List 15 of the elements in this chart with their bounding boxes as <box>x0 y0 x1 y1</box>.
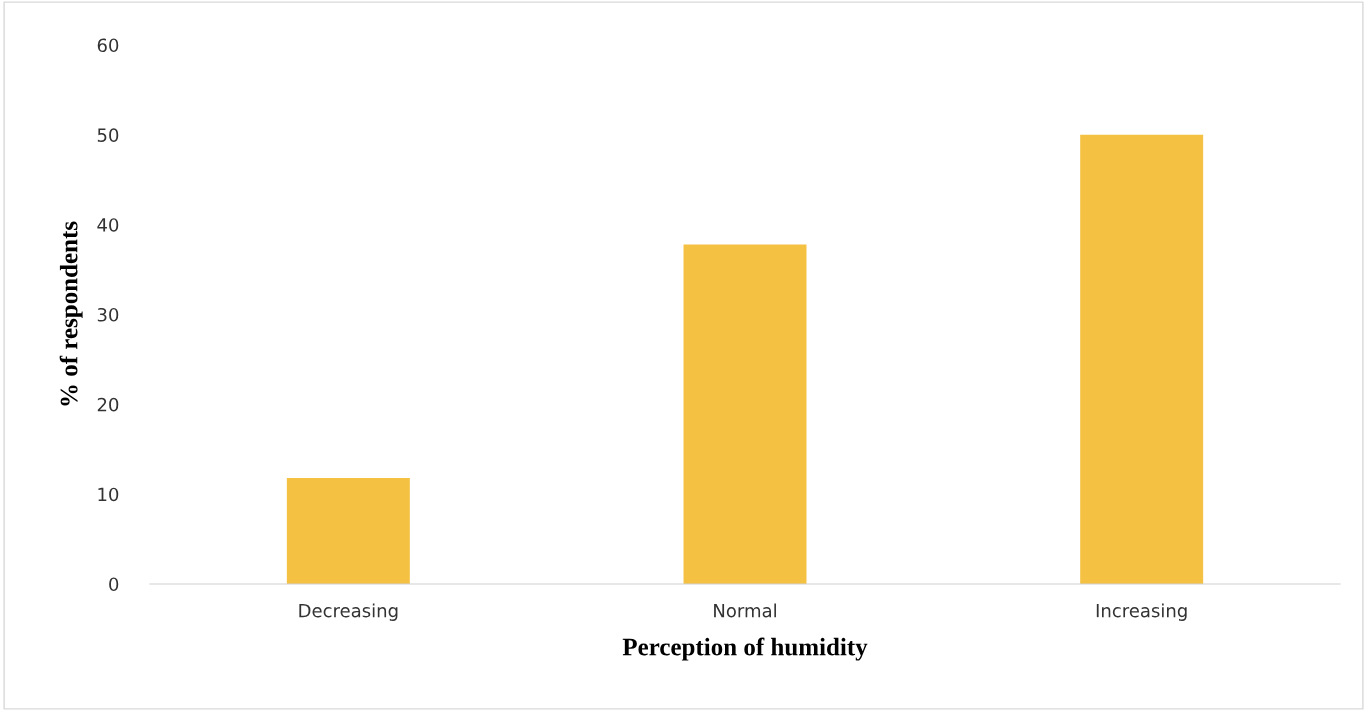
x-axis-title: Perception of humidity <box>622 637 868 661</box>
y-tick-label: 10 <box>98 487 119 502</box>
y-tick-label: 20 <box>97 397 119 412</box>
bar <box>683 244 807 584</box>
y-tick-label: 0 <box>109 577 119 592</box>
x-tick-label: Decreasing <box>299 603 398 621</box>
y-tick-label: 40 <box>97 218 119 232</box>
x-tick-label: Increasing <box>1096 603 1187 621</box>
x-tick-label: Normal <box>714 603 776 618</box>
y-tick-label: 50 <box>97 128 119 142</box>
y-tick-label: 60 <box>97 38 119 53</box>
y-tick-label: 30 <box>97 307 119 322</box>
bar <box>1080 134 1204 584</box>
bar <box>286 478 410 584</box>
y-axis-title: % of respondents <box>59 221 83 406</box>
